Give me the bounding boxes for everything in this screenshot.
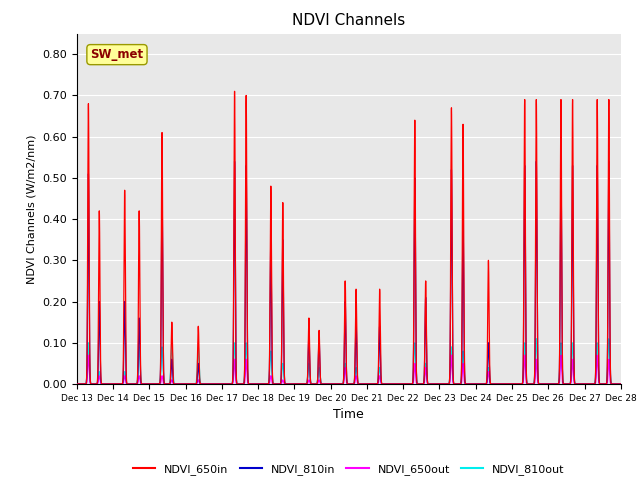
Legend: NDVI_650in, NDVI_810in, NDVI_650out, NDVI_810out: NDVI_650in, NDVI_810in, NDVI_650out, NDV… [129,460,569,480]
X-axis label: Time: Time [333,408,364,421]
Title: NDVI Channels: NDVI Channels [292,13,405,28]
Y-axis label: NDVI Channels (W/m2/nm): NDVI Channels (W/m2/nm) [27,134,36,284]
Text: SW_met: SW_met [90,48,143,61]
